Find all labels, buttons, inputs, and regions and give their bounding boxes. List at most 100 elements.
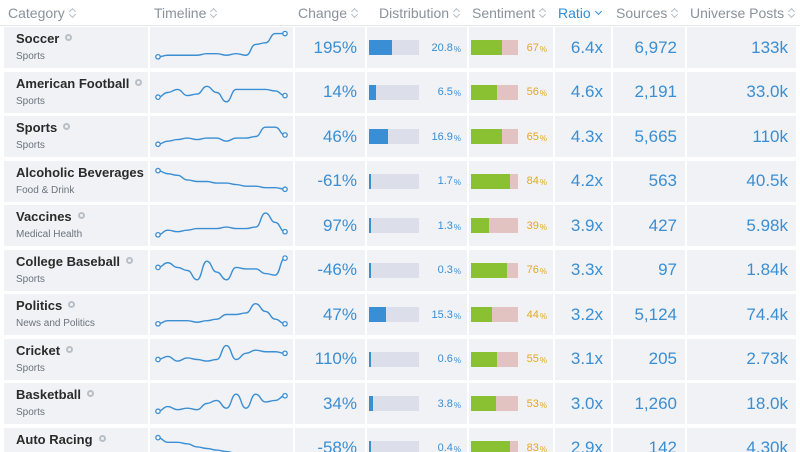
sentiment-bar-fill <box>471 173 511 189</box>
category-subtitle: Sports <box>16 273 45 285</box>
distribution-bar-fill <box>369 307 386 322</box>
category-cell[interactable]: Sports Sports <box>4 116 148 157</box>
table-row[interactable]: American Football Sports 14% 6.5% 56% 4.6x 2,1… <box>0 71 800 113</box>
header-change[interactable]: Change <box>295 0 365 26</box>
sentiment-number: 44 <box>526 308 539 321</box>
category-name-line: American Football <box>16 75 143 91</box>
ratio-cell: 3.0x <box>555 383 611 424</box>
sentiment-value: 65% <box>527 116 547 157</box>
header-distribution[interactable]: Distribution <box>379 0 474 26</box>
table-row[interactable]: Cricket Sports 110% 0.6% 55% 3.1x 205 2.73k <box>0 338 800 380</box>
header-universe-posts-label: Universe Posts <box>690 5 785 21</box>
percent-symbol: % <box>453 311 461 321</box>
info-icon[interactable] <box>68 301 76 308</box>
category-name: Cricket <box>16 342 61 358</box>
info-icon[interactable] <box>63 123 71 130</box>
info-icon[interactable] <box>126 256 134 264</box>
header-timeline[interactable]: Timeline <box>154 0 293 26</box>
category-name-line: Cricket <box>16 342 74 358</box>
category-cell[interactable]: Alcoholic Beverages Food & Drink <box>4 160 157 202</box>
header-distribution-label: Distribution <box>379 5 450 21</box>
distribution-bar-track <box>369 40 419 55</box>
universe-posts-value: 1.84k <box>746 260 788 279</box>
percent-symbol: % <box>539 400 547 410</box>
info-icon[interactable] <box>135 78 143 86</box>
sort-icon <box>788 7 796 19</box>
sources-cell: 1,260 <box>613 383 685 424</box>
sentiment-number: 84 <box>526 175 539 187</box>
category-cell[interactable]: Vaccines Medical Health <box>4 205 148 246</box>
sparkline-start-point <box>155 231 161 238</box>
header-universe-posts[interactable]: Universe Posts <box>690 0 800 26</box>
sentiment-bar-track <box>471 173 518 189</box>
table-row[interactable]: Basketball Sports 34% 3.8% 53% 3.0x 1,260 18.0k <box>0 382 800 424</box>
sort-icon <box>539 7 547 19</box>
category-cell[interactable]: Politics News and Politics <box>4 294 148 335</box>
header-category[interactable]: Category <box>8 0 148 26</box>
info-icon[interactable] <box>66 345 74 353</box>
percent-symbol: % <box>539 222 547 232</box>
category-cell[interactable]: College Baseball Sports <box>4 249 148 291</box>
table-row[interactable]: Politics News and Politics 47% 15.3% 44% 3.2x… <box>0 293 800 335</box>
timeline-sparkline <box>155 85 288 103</box>
timeline-sparkline <box>155 344 288 362</box>
sort-desc-icon <box>594 7 602 16</box>
distribution-value: 1.3% <box>438 205 461 246</box>
sparkline-end-point <box>282 228 288 235</box>
change-cell: 97% <box>295 205 365 246</box>
ratio-value: 4.6x <box>570 82 603 101</box>
category-name: American Football <box>16 75 130 91</box>
distribution-number: 1.7 <box>437 175 453 187</box>
percent-symbol: % <box>453 267 461 276</box>
sentiment-value: 55% <box>527 339 547 380</box>
category-cell[interactable]: Basketball Sports <box>4 383 148 424</box>
category-subtitle: Sports <box>16 362 45 374</box>
sentiment-value: 83% <box>527 428 547 452</box>
category-cell[interactable]: Auto RacingSports <box>4 427 148 452</box>
ratio-value: 3.2x <box>570 304 603 324</box>
universe-posts-value: 40.5k <box>746 171 788 190</box>
change-value: 47% <box>322 304 357 324</box>
table-row[interactable]: College Baseball Sports -46% 0.3% 76% 3.3x 97 1… <box>0 249 800 291</box>
info-icon[interactable] <box>77 212 85 219</box>
sentiment-bar-track <box>471 218 518 233</box>
universe-posts-cell: 4.30k <box>687 427 796 452</box>
sentiment-number: 53 <box>526 397 539 410</box>
info-icon[interactable] <box>87 390 95 397</box>
table-row[interactable]: Alcoholic Beverages Food & Drink -61% 1.7% 8… <box>0 160 800 202</box>
table-row[interactable]: Sports Sports 46% 16.9% 65% 4.3x 5,665 110k <box>0 115 800 157</box>
info-icon[interactable] <box>65 34 73 41</box>
distribution-bar-track <box>369 307 419 322</box>
change-value: -61% <box>317 171 357 190</box>
info-icon[interactable] <box>98 434 106 442</box>
timeline-cell <box>150 383 293 424</box>
category-cell[interactable]: Cricket Sports <box>4 338 148 380</box>
distribution-cell: 1.7% <box>367 160 467 202</box>
distribution-cell: 1.3% <box>367 205 467 246</box>
table-row[interactable]: Soccer Sports 195% 20.8% 67% 6.4x 6,972 133k <box>0 26 800 68</box>
distribution-cell: 0.6% <box>367 338 467 380</box>
universe-posts-value: 74.4k <box>746 304 788 324</box>
universe-posts-cell: 1.84k <box>687 249 796 291</box>
category-name-line: Basketball <box>16 387 95 402</box>
universe-posts-cell: 110k <box>687 116 796 157</box>
distribution-bar-fill <box>369 262 371 278</box>
category-name: Sports <box>16 120 58 135</box>
sparkline-start-point <box>155 320 161 327</box>
sources-value: 5,665 <box>634 126 677 146</box>
header-sources[interactable]: Sources <box>616 0 688 26</box>
category-cell[interactable]: Soccer Sports <box>4 27 148 68</box>
sparkline-end-point <box>282 185 288 192</box>
header-ratio[interactable]: Ratio <box>558 0 614 26</box>
sentiment-bar-track <box>471 40 518 55</box>
sources-cell: 6,972 <box>613 27 685 68</box>
category-name: College Baseball <box>16 253 121 269</box>
distribution-value: 0.4% <box>438 428 461 452</box>
sentiment-cell: 83% <box>469 427 553 452</box>
percent-symbol: % <box>539 445 547 452</box>
header-sentiment[interactable]: Sentiment <box>472 0 556 26</box>
sentiment-bar-fill <box>471 262 507 278</box>
table-row[interactable]: Vaccines Medical Health 97% 1.3% 39% 3.9x 427 5… <box>0 204 800 246</box>
category-cell[interactable]: American Football Sports <box>4 71 148 113</box>
